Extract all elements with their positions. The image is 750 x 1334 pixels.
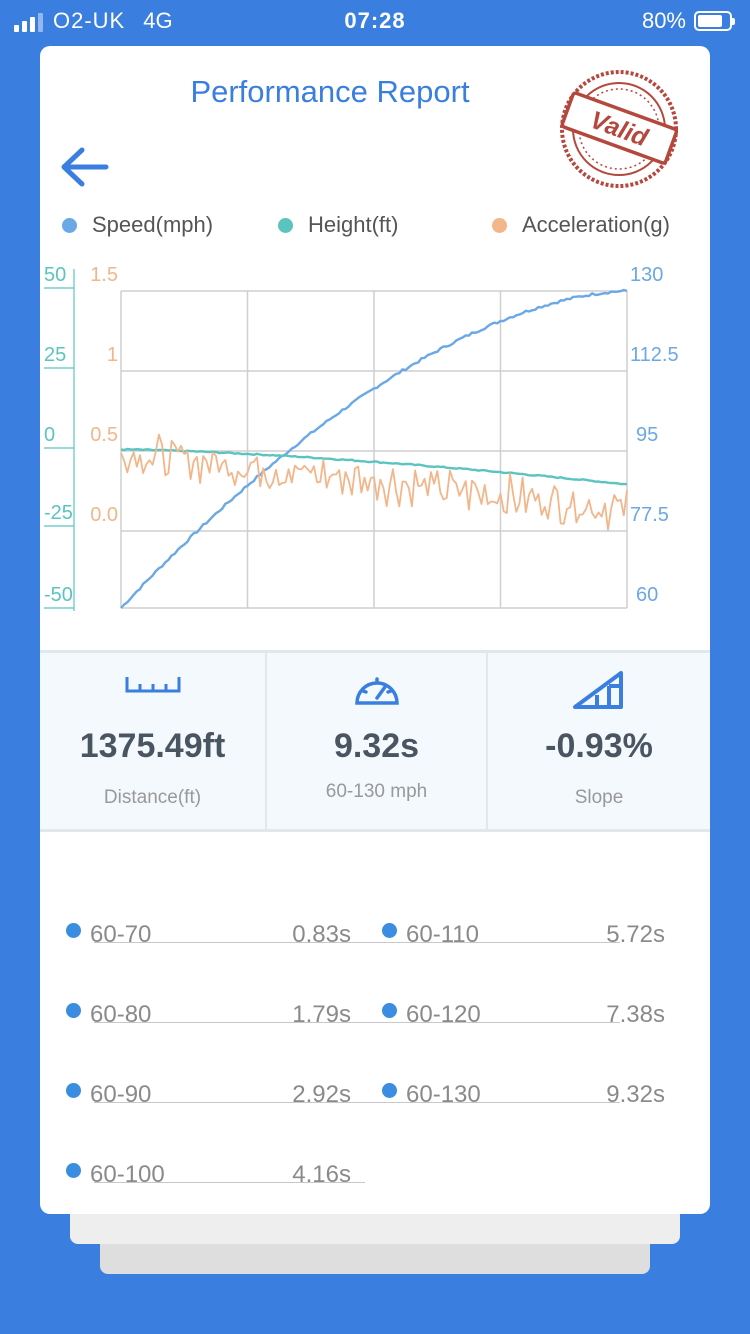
split-range: 60-90 (90, 1081, 152, 1108)
stat-distance-label: Distance(ft) (103, 787, 202, 808)
arrow-left-icon (61, 147, 109, 187)
legend-dot-height (278, 217, 293, 233)
tick-label-height: -50 (44, 584, 73, 606)
series-line-acceleration (120, 433, 628, 531)
divider (94, 942, 620, 943)
split-time: 2.92s (292, 1081, 351, 1108)
bullet-icon (66, 1163, 81, 1178)
report-card: Performance Report Valid Speed(mph) Heig… (40, 46, 710, 1214)
network-type: 4G (143, 8, 173, 33)
battery-icon (694, 11, 735, 31)
list-item: 60-110 5.72s (382, 886, 665, 966)
split-time: 5.72s (606, 921, 665, 948)
tick-label-acceleration: 0.0 (90, 504, 118, 526)
chart-legend: Speed(mph) Height(ft) Acceleration(g) (62, 212, 702, 242)
legend-label-height: Height(ft) (308, 212, 399, 237)
bullet-icon (382, 1083, 397, 1098)
bullet-icon (66, 923, 81, 938)
clock: 07:28 (344, 8, 406, 33)
status-bar: O2-UK 4G 07:28 80% (0, 0, 750, 42)
split-times-list: 60-70 0.83s 60-80 1.79s 60-90 2.92s 60-1… (40, 856, 710, 1196)
split-time: 1.79s (292, 1001, 351, 1028)
tick-label-speed: 60 (636, 584, 658, 606)
stat-slope: -0.93% Slope (488, 653, 710, 829)
list-item: 60-80 1.79s (66, 966, 351, 1046)
tick-label-height: -25 (44, 502, 73, 524)
carrier-name: O2-UK (53, 8, 126, 33)
page-title: Performance Report (190, 74, 470, 109)
back-button[interactable] (56, 142, 112, 192)
legend-dot-acceleration (492, 217, 507, 233)
tick-label-height: 50 (44, 264, 66, 286)
tick-label-acceleration: 1.5 (90, 264, 118, 286)
list-item: 60-100 4.16s (66, 1126, 351, 1206)
tick-label-speed: 95 (636, 424, 658, 446)
split-time: 0.83s (292, 921, 351, 948)
tick-label-speed: 112.5 (630, 344, 679, 366)
stat-distance-value: 1375.49ft (79, 727, 226, 765)
valid-stamp: Valid (556, 66, 682, 192)
legend-dot-speed (62, 217, 77, 233)
speedometer-icon (354, 677, 399, 705)
stat-time: 9.32s 60-130 mph (267, 653, 488, 829)
legend-item-height: Height(ft) (278, 212, 398, 238)
ruler-icon (125, 677, 180, 693)
tick-label-speed: 77.5 (630, 504, 669, 526)
battery-percent: 80% (641, 8, 686, 33)
tick-label-acceleration: 0.5 (90, 424, 118, 446)
series-line-speed (120, 288, 628, 609)
stamp-icon: Valid (560, 70, 679, 188)
split-time: 7.38s (606, 1001, 665, 1028)
list-item: 60-90 2.92s (66, 1046, 351, 1126)
battery-fill (698, 15, 722, 27)
stat-time-label: 60-130 mph (325, 781, 428, 802)
stat-slope-value: -0.93% (545, 727, 653, 765)
split-time: 9.32s (606, 1081, 665, 1108)
status-right: 80% (641, 8, 735, 34)
list-item: 60-70 0.83s (66, 886, 351, 966)
tick-label-height: 25 (44, 344, 66, 366)
performance-chart: 50 25 0 -25 -50 1.5 1 0.5 0.0 130 112.5 95 77.5 60 (44, 264, 679, 611)
tick-label-acceleration: 1 (107, 344, 118, 366)
stat-distance: 1375.49ft Distance(ft) (40, 653, 267, 829)
split-range: 60-110 (406, 921, 479, 948)
split-range: 60-70 (90, 921, 152, 948)
tick-label-speed: 130 (630, 264, 663, 286)
bullet-icon (382, 923, 397, 938)
divider (94, 1022, 620, 1023)
split-range: 60-100 (90, 1161, 165, 1188)
legend-item-speed: Speed(mph) (62, 212, 213, 238)
split-range: 60-80 (90, 1001, 152, 1028)
split-range: 60-130 (406, 1081, 481, 1108)
signal-icon (14, 10, 43, 32)
list-item: 60-130 9.32s (382, 1046, 665, 1126)
series-line-height (120, 447, 628, 486)
legend-item-acceleration: Acceleration(g) (492, 212, 670, 238)
bullet-icon (66, 1003, 81, 1018)
list-item: 60-120 7.38s (382, 966, 665, 1046)
bullet-icon (66, 1083, 81, 1098)
divider (94, 1182, 365, 1183)
tick-label-height: 0 (44, 424, 55, 446)
bullet-icon (382, 1003, 397, 1018)
stat-slope-label: Slope (574, 787, 624, 808)
legend-label-speed: Speed(mph) (92, 212, 214, 237)
split-range: 60-120 (406, 1001, 481, 1028)
split-time: 4.16s (292, 1161, 351, 1188)
divider (94, 1102, 620, 1103)
legend-label-acceleration: Acceleration(g) (522, 212, 670, 237)
status-left: O2-UK 4G (14, 8, 173, 34)
slope-icon (573, 671, 623, 709)
stats-panel: 1375.49ft Distance(ft) 9.32s 60-130 mph (40, 650, 710, 832)
stat-time-value: 9.32s (333, 727, 420, 765)
